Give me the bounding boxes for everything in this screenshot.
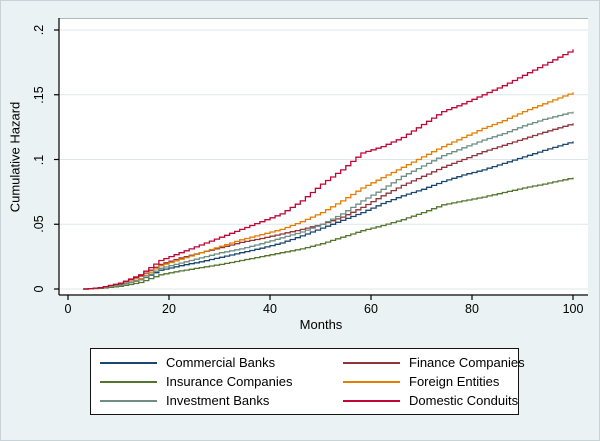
y-tick-label-2: .2 xyxy=(32,24,46,36)
legend-label-domestic-conduits: Domestic Conduits xyxy=(409,393,519,408)
y-tick-label-05: .05 xyxy=(32,215,46,233)
legend-label-commercial-banks: Commercial Banks xyxy=(166,355,276,370)
legend-line-finance-companies xyxy=(343,361,400,364)
legend-label-finance-companies: Finance Companies xyxy=(409,355,525,370)
y-tick-label-15: .15 xyxy=(32,86,46,104)
y-tick-label-1: .1 xyxy=(32,154,46,165)
legend-line-commercial-banks xyxy=(100,361,157,364)
legend-label-investment-banks: Investment Banks xyxy=(166,393,270,408)
legend: Commercial Banks Finance Companies Insur… xyxy=(90,348,525,415)
series-commercial-banks xyxy=(83,141,574,290)
x-tick-label-60: 60 xyxy=(364,302,378,316)
x-tick-label-40: 40 xyxy=(263,302,277,316)
legend-line-foreign-entities xyxy=(343,380,400,383)
series-insurance-companies xyxy=(83,177,574,290)
series-finance-companies xyxy=(83,123,574,290)
x-tick-label-20: 20 xyxy=(162,302,176,316)
legend-line-insurance-companies xyxy=(100,380,157,383)
legend-entry-commercial-banks: Commercial Banks xyxy=(100,353,343,372)
y-tick-label-0: 0 xyxy=(32,285,46,293)
legend-label-foreign-entities: Foreign Entities xyxy=(409,374,500,389)
series-foreign-entities xyxy=(83,92,574,290)
legend-line-investment-banks xyxy=(100,399,157,402)
x-tick-label-0: 0 xyxy=(64,302,72,316)
legend-label-insurance-companies: Insurance Companies xyxy=(166,374,293,389)
plot-area xyxy=(59,18,588,296)
legend-entry-finance-companies: Finance Companies xyxy=(343,353,525,372)
legend-entry-investment-banks: Investment Banks xyxy=(100,391,343,410)
series-domestic-conduits xyxy=(83,49,574,290)
y-axis-title: Cumulative Hazard xyxy=(7,101,23,213)
series-investment-banks xyxy=(83,111,574,290)
x-tick-label-80: 80 xyxy=(465,302,479,316)
x-tick-label-100: 100 xyxy=(562,302,584,316)
legend-line-domestic-conduits xyxy=(343,399,400,402)
legend-entry-insurance-companies: Insurance Companies xyxy=(100,372,343,391)
x-axis-title: Months xyxy=(299,317,343,332)
legend-entry-foreign-entities: Foreign Entities xyxy=(343,372,525,391)
legend-entry-domestic-conduits: Domestic Conduits xyxy=(343,391,525,410)
